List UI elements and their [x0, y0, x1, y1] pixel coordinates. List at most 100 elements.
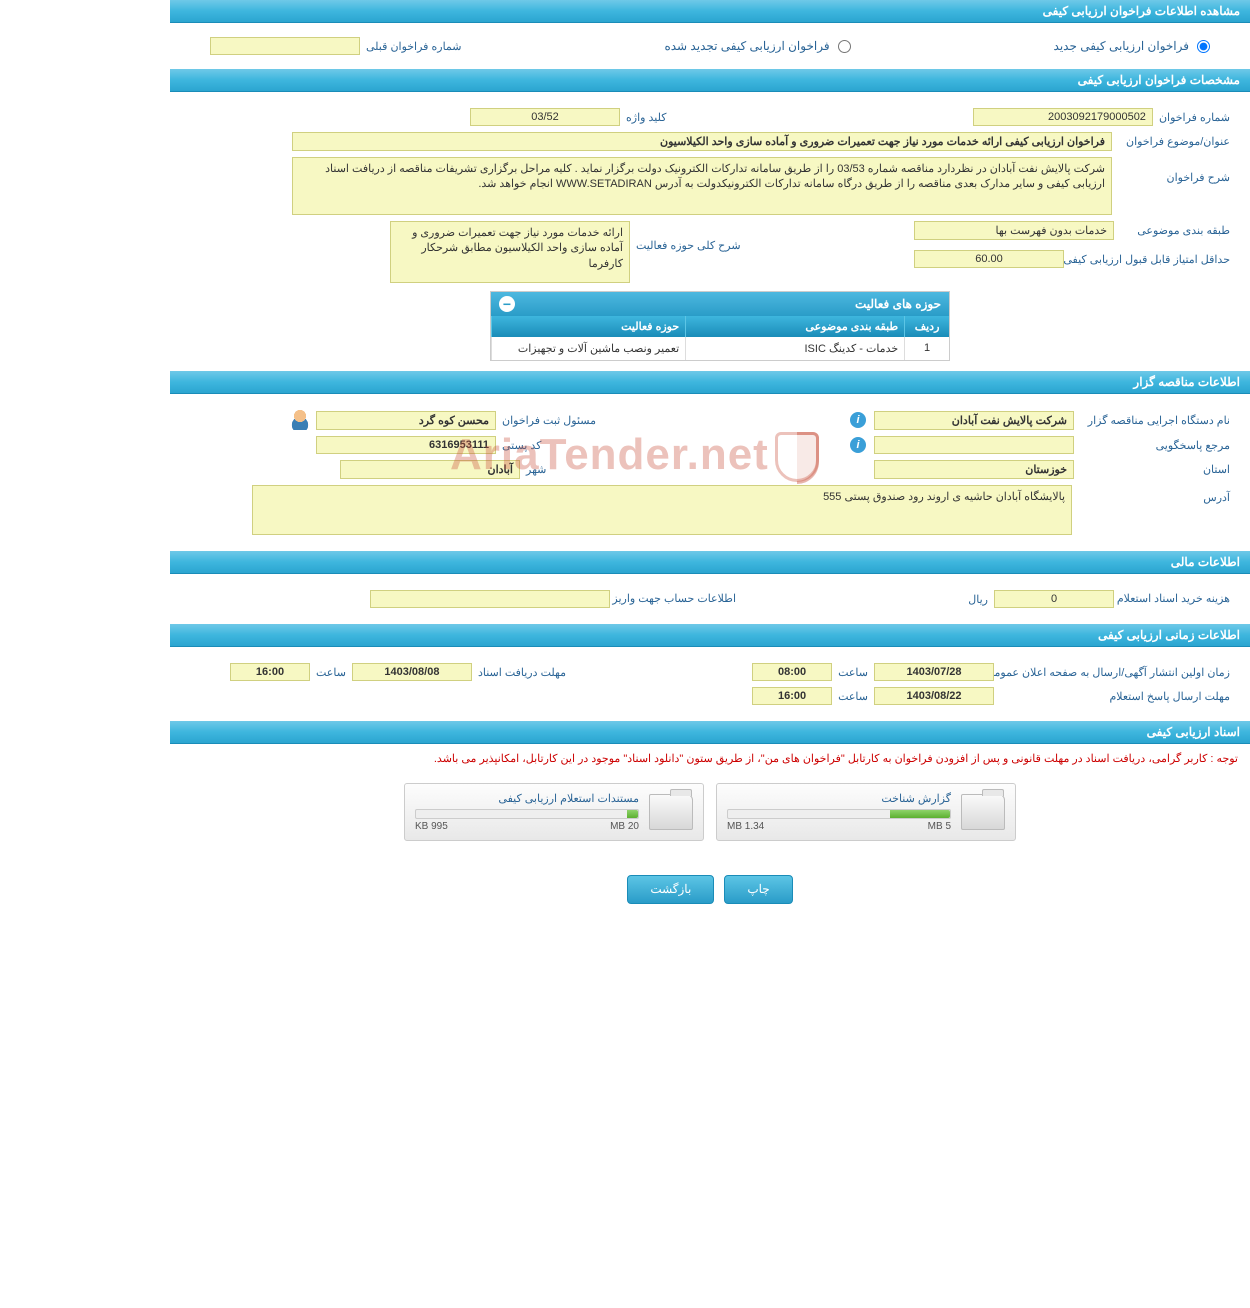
prev-call-value: [210, 37, 360, 55]
doc1-bar: [727, 809, 951, 819]
col-act: حوزه فعالیت: [491, 316, 685, 337]
deadline-reply-label: مهلت ارسال پاسخ استعلام: [1000, 690, 1230, 703]
person-icon: [290, 410, 310, 430]
deadline-reply-time: 16:00: [752, 687, 832, 705]
deadline-docs-date: 1403/08/08: [352, 663, 472, 681]
currency-label: ریال: [968, 593, 988, 606]
table-row: 1 خدمات - کدینگ ISIC تعمیر ونصب ماشین آل…: [491, 337, 949, 360]
info-icon-2[interactable]: i: [850, 437, 866, 453]
publish-label: زمان اولین انتشار آگهی/ارسال به صفحه اعل…: [1000, 666, 1230, 679]
publish-time: 08:00: [752, 663, 832, 681]
doc1-title: گزارش شناخت: [727, 792, 951, 805]
doc1-fill: [890, 810, 950, 818]
doc2-total: 20 MB: [610, 821, 639, 832]
radio-new[interactable]: فراخوان ارزیابی کیفی جدید: [1054, 39, 1210, 53]
desc-label: شرح فراخوان: [1120, 157, 1230, 184]
timing-body: زمان اولین انتشار آگهی/ارسال به صفحه اعل…: [170, 647, 1250, 721]
postal-label: کد پستی: [502, 439, 541, 452]
cost-value: 0: [994, 590, 1114, 608]
call-number-label: شماره فراخوان: [1159, 111, 1230, 124]
header-main: مشاهده اطلاعات فراخوان ارزیابی کیفی: [170, 0, 1250, 23]
postal-value: 6316953111: [316, 436, 496, 454]
responder-value: [874, 436, 1074, 454]
financial-body: هزینه خرید اسناد استعلام ارزیابی کیفی 0 …: [170, 574, 1250, 624]
cost-label: هزینه خرید اسناد استعلام ارزیابی کیفی: [1120, 592, 1230, 606]
radio-new-label: فراخوان ارزیابی کیفی جدید: [1054, 39, 1189, 53]
account-value: [370, 590, 610, 608]
doc2-title: مستندات استعلام ارزیابی کیفی: [415, 792, 639, 805]
province-label: استان: [1080, 463, 1230, 476]
radio-renewed[interactable]: فراخوان ارزیابی کیفی تجدید شده: [664, 39, 850, 53]
keyword-label: کلید واژه: [626, 111, 666, 124]
header-timing: اطلاعات زمانی ارزیابی کیفی: [170, 624, 1250, 647]
doc2-fill: [627, 810, 638, 818]
call-number-value: 2003092179000502: [973, 108, 1153, 126]
button-row: چاپ بازگشت: [170, 861, 1250, 928]
cell-cat: خدمات - کدینگ ISIC: [685, 337, 904, 360]
doc-cards: گزارش شناخت 5 MB 1.34 MB مستندات استعلام…: [170, 773, 1250, 861]
title-label: عنوان/موضوع فراخوان: [1120, 135, 1230, 148]
category-value: خدمات بدون فهرست بها: [914, 221, 1114, 240]
deadline-docs-time: 16:00: [230, 663, 310, 681]
registrar-value: محسن کوه گرد: [316, 411, 496, 430]
actdesc-value: ارائه خدمات مورد نیاز جهت تعمیرات ضروری …: [390, 221, 630, 283]
address-value: پالایشگاه آبادان حاشیه ی اروند رود صندوق…: [252, 485, 1072, 535]
activity-table: حوزه های فعالیت − ردیف طبقه بندی موضوعی …: [490, 291, 950, 361]
agency-value: شرکت پالایش نفت آبادان: [874, 411, 1074, 430]
doc-card-2[interactable]: مستندات استعلام ارزیابی کیفی 20 MB 995 K…: [404, 783, 704, 841]
prev-call-label: شماره فراخوان قبلی: [366, 40, 462, 53]
col-cat: طبقه بندی موضوعی: [685, 316, 904, 337]
radio-renewed-label: فراخوان ارزیابی کیفی تجدید شده: [664, 39, 829, 53]
notice-text: توجه : کاربر گرامی، دریافت اسناد در مهلت…: [170, 744, 1250, 773]
doc2-used: 995 KB: [415, 821, 448, 832]
prev-call-group: شماره فراخوان قبلی: [210, 37, 462, 55]
folder-icon: [961, 794, 1005, 830]
deadline-reply-date: 1403/08/22: [874, 687, 994, 705]
header-financial: اطلاعات مالی: [170, 551, 1250, 574]
doc1-used: 1.34 MB: [727, 821, 764, 832]
deadline-docs-label: مهلت دریافت اسناد: [478, 666, 566, 679]
publish-date: 1403/07/28: [874, 663, 994, 681]
account-label: اطلاعات حساب جهت واریز هزینه خرید اسناد: [616, 592, 736, 606]
address-label: آدرس: [1080, 485, 1230, 504]
cell-act: تعمیر ونصب ماشین آلات و تجهیزات: [491, 337, 685, 360]
activity-table-title: حوزه های فعالیت: [855, 297, 941, 311]
desc-value: شرکت پالایش نفت آبادان در نظردارد مناقصه…: [292, 157, 1112, 215]
print-button[interactable]: چاپ: [724, 875, 792, 904]
minscore-value: 60.00: [914, 250, 1064, 268]
time-word-3: ساعت: [838, 690, 868, 703]
info-icon[interactable]: i: [850, 412, 866, 428]
time-word-2: ساعت: [316, 666, 346, 679]
folder-icon: [649, 794, 693, 830]
agency-label: نام دستگاه اجرایی مناقصه گزار: [1080, 414, 1230, 427]
doc-card-1[interactable]: گزارش شناخت 5 MB 1.34 MB: [716, 783, 1016, 841]
radio-new-input[interactable]: [1197, 40, 1210, 53]
minscore-label: حداقل امتیاز قابل قبول ارزیابی کیفی: [1070, 253, 1230, 266]
radio-renewed-input[interactable]: [838, 40, 851, 53]
responder-label: مرجع پاسخگویی: [1080, 439, 1230, 452]
province-value: خوزستان: [874, 460, 1074, 479]
doc2-bar: [415, 809, 639, 819]
category-label: طبقه بندی موضوعی: [1120, 224, 1230, 237]
header-docs: اسناد ارزیابی کیفی: [170, 721, 1250, 744]
doc1-total: 5 MB: [928, 821, 951, 832]
time-word-1: ساعت: [838, 666, 868, 679]
keyword-value: 03/52: [470, 108, 620, 126]
city-label: شهر: [526, 463, 546, 476]
back-button[interactable]: بازگشت: [627, 875, 714, 904]
collapse-icon[interactable]: −: [499, 296, 515, 312]
page-root: AriaTender.net مشاهده اطلاعات فراخوان ار…: [170, 0, 1250, 928]
spec-body: شماره فراخوان 2003092179000502 کلید واژه…: [170, 92, 1250, 371]
radio-row: فراخوان ارزیابی کیفی جدید فراخوان ارزیاب…: [170, 23, 1250, 69]
actdesc-label: شرح کلی حوزه فعالیت: [636, 221, 741, 252]
cell-idx: 1: [904, 337, 949, 360]
activity-table-header: حوزه های فعالیت −: [491, 292, 949, 316]
org-body: نام دستگاه اجرایی مناقصه گزار شرکت پالای…: [170, 394, 1250, 551]
col-idx: ردیف: [904, 316, 949, 337]
title-value: فراخوان ارزیابی کیفی ارائه خدمات مورد نی…: [292, 132, 1112, 151]
header-spec: مشخصات فراخوان ارزیابی کیفی: [170, 69, 1250, 92]
city-value: آبادان: [340, 460, 520, 479]
activity-table-cols: ردیف طبقه بندی موضوعی حوزه فعالیت: [491, 316, 949, 337]
registrar-label: مسئول ثبت فراخوان: [502, 414, 596, 427]
header-org: اطلاعات مناقصه گزار: [170, 371, 1250, 394]
